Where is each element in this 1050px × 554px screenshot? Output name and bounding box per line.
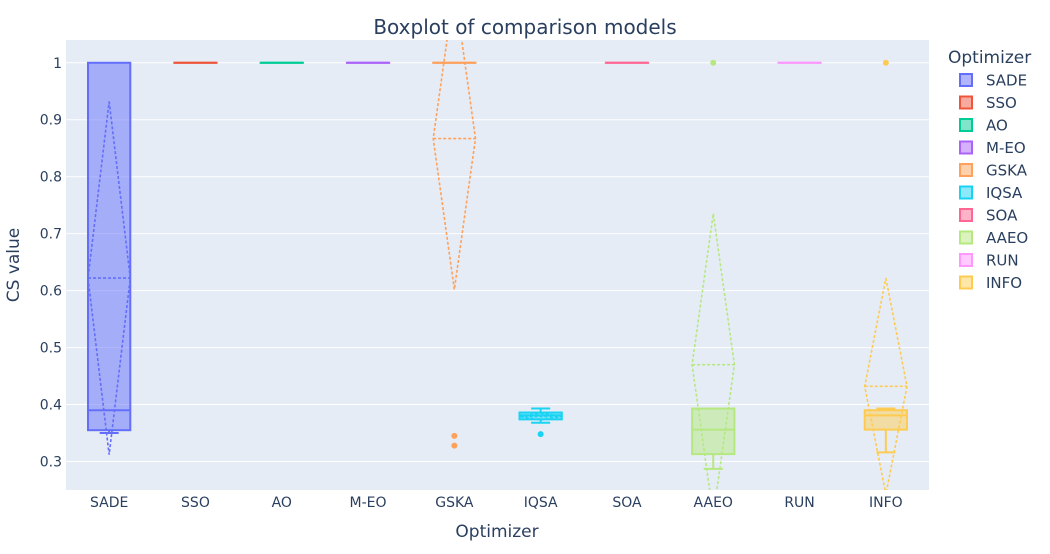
legend-swatch	[960, 187, 972, 199]
legend-swatch	[960, 142, 972, 154]
y-axis-ticks: 0.3 0.4 0.5 0.6 0.7 0.8 0.9 1	[40, 56, 62, 471]
legend-swatch	[960, 254, 972, 266]
legend-label: INFO	[986, 274, 1022, 292]
legend-item-info[interactable]: INFO	[960, 274, 1022, 292]
legend-item-m-eo[interactable]: M-EO	[960, 139, 1026, 157]
y-tick-label: 0.5	[40, 341, 62, 357]
x-axis-title: Optimizer	[455, 522, 538, 542]
x-tick-label: IQSA	[524, 495, 558, 511]
legend-label: AO	[986, 117, 1008, 135]
y-tick-label: 0.9	[40, 113, 62, 129]
y-tick-label: 0.4	[40, 398, 62, 414]
legend-swatch	[960, 164, 972, 176]
outlier-point	[883, 60, 889, 66]
x-tick-label: INFO	[869, 495, 903, 511]
legend-swatch	[960, 209, 972, 221]
x-tick-label: SADE	[90, 495, 128, 511]
legend-item-run[interactable]: RUN	[960, 252, 1019, 270]
x-tick-label: SOA	[612, 495, 642, 511]
outlier-point	[538, 431, 544, 437]
legend-label: GSKA	[986, 162, 1028, 180]
x-tick-label: SSO	[181, 495, 210, 511]
legend-item-iqsa[interactable]: IQSA	[960, 184, 1023, 202]
x-tick-label: GSKA	[435, 495, 474, 511]
legend-item-sso[interactable]: SSO	[960, 94, 1017, 112]
y-axis-title: CS value	[4, 228, 24, 303]
legend-item-aaeo[interactable]: AAEO	[960, 229, 1028, 247]
y-tick-label: 1	[53, 56, 62, 72]
y-tick-label: 0.6	[40, 284, 62, 300]
x-tick-label: AAEO	[694, 495, 733, 511]
legend-swatch	[960, 277, 972, 289]
legend-item-sade[interactable]: SADE	[960, 72, 1027, 90]
legend-item-ao[interactable]: AO	[960, 117, 1008, 135]
legend-label: AAEO	[986, 229, 1028, 247]
legend-swatch	[960, 232, 972, 244]
legend-swatch	[960, 97, 972, 109]
x-tick-label: M-EO	[350, 495, 387, 511]
outlier-point	[710, 60, 716, 66]
legend-swatch	[960, 74, 972, 86]
legend-item-soa[interactable]: SOA	[960, 207, 1018, 225]
x-tick-label: RUN	[784, 495, 814, 511]
box-body	[88, 63, 130, 430]
x-tick-label: AO	[272, 495, 292, 511]
legend-label: M-EO	[986, 139, 1026, 157]
legend-label: SADE	[986, 72, 1027, 90]
box-sade	[88, 63, 130, 455]
y-tick-label: 0.3	[40, 455, 62, 471]
legend: SADE SSO AO M-EO GSKA IQSA SOA AAEO RUN INFO	[960, 72, 1028, 293]
outlier-point	[451, 443, 457, 449]
legend-swatch	[960, 119, 972, 131]
y-tick-label: 0.8	[40, 170, 62, 186]
chart-title: Boxplot of comparison models	[373, 15, 676, 39]
legend-label: SSO	[986, 94, 1017, 112]
outlier-point	[451, 433, 457, 439]
legend-title: Optimizer	[948, 48, 1031, 68]
y-tick-label: 0.7	[40, 227, 62, 243]
plot-background	[66, 40, 929, 490]
legend-label: IQSA	[986, 184, 1023, 202]
legend-label: RUN	[986, 252, 1019, 270]
x-axis-ticks: SADE SSO AO M-EO GSKA IQSA SOA AAEO RUN INFO	[90, 495, 903, 511]
legend-label: SOA	[986, 207, 1018, 225]
legend-item-gska[interactable]: GSKA	[960, 162, 1028, 180]
